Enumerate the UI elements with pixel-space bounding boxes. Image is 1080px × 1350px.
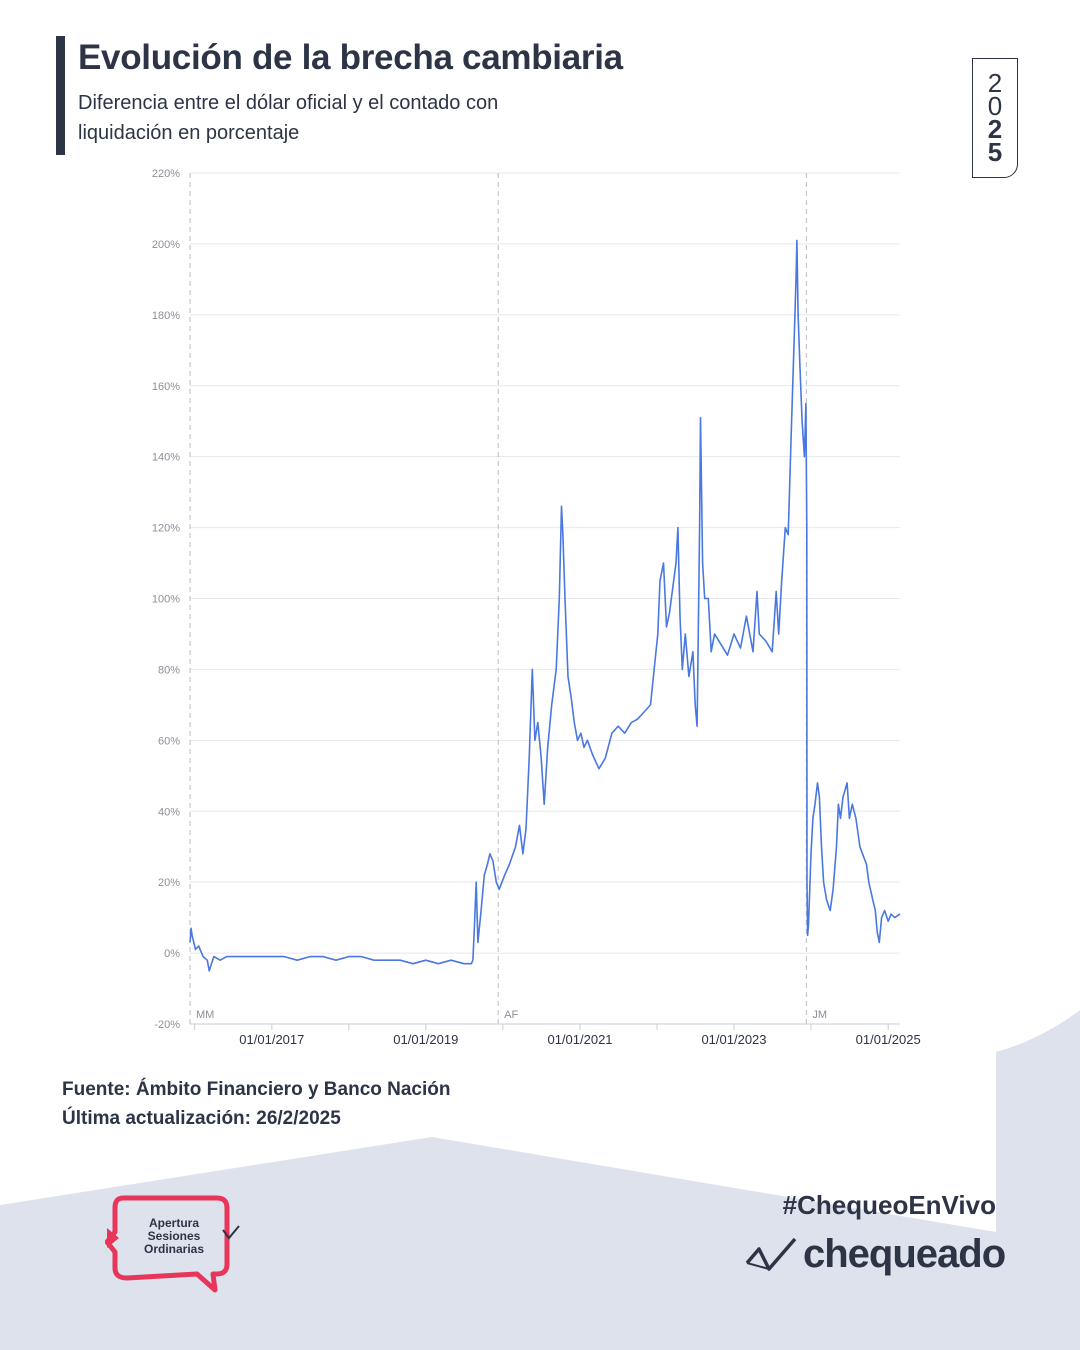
y-tick-label: 60% — [158, 735, 180, 747]
y-tick-label: 80% — [158, 664, 180, 676]
x-tick-label: 01/01/2023 — [701, 1032, 766, 1047]
y-tick-label: 40% — [158, 806, 180, 818]
x-tick-label: 01/01/2025 — [856, 1032, 921, 1047]
period-marker-label: MM — [196, 1009, 214, 1021]
y-tick-label: 160% — [152, 381, 180, 393]
series-line — [189, 239, 901, 972]
period-marker-label: JM — [812, 1009, 827, 1021]
year-digit-2: 0 — [987, 91, 1003, 121]
y-tick-label: 20% — [158, 877, 180, 889]
x-tick-label: 01/01/2019 — [393, 1032, 458, 1047]
chart-series — [189, 239, 901, 972]
chart-source: Fuente: Ámbito Financiero y Banco Nación… — [62, 1075, 451, 1133]
year-digit-1: 2 — [987, 68, 1003, 98]
chart-grid — [190, 172, 900, 1025]
x-tick-label: 01/01/2017 — [239, 1032, 304, 1047]
chart-axes: -20% 0% 20% 40% 60% 80% 100% 120% 140% 160% 180% 20… — [152, 168, 921, 1047]
year-digit-3: 2 — [987, 114, 1003, 144]
y-tick-label: 100% — [152, 594, 180, 606]
event-label: Apertura Sesiones Ordinarias — [122, 1217, 226, 1256]
y-tick-label: 180% — [152, 310, 180, 322]
y-tick-label: 120% — [152, 523, 180, 535]
page-title: Evolución de la brecha cambiaria — [78, 38, 623, 77]
event-logo — [105, 1195, 240, 1293]
hashtag: #ChequeoEnVivo — [782, 1190, 996, 1220]
year-badge: 2 0 2 5 — [972, 58, 1018, 178]
event-line-2: Sesiones — [147, 1229, 201, 1243]
period-marker-label: AF — [504, 1009, 518, 1021]
y-tick-label: 200% — [152, 239, 180, 251]
line-chart: MM AF JM -20% 0% 20% 40% 60% 80% 100% 120% 140% 160… — [152, 168, 921, 1047]
y-tick-label: -20% — [154, 1019, 180, 1031]
event-line-1: Apertura — [148, 1216, 199, 1230]
y-tick-label: 0% — [164, 948, 180, 960]
brand-check-icon — [745, 1237, 797, 1271]
year-digit-4: 5 — [987, 137, 1003, 167]
y-tick-label: 220% — [152, 168, 180, 180]
y-tick-label: 140% — [152, 452, 180, 464]
brand-name: chequeado — [803, 1232, 1006, 1276]
source-text: Fuente: Ámbito Financiero y Banco Nación — [62, 1079, 451, 1100]
page-subtitle: Diferencia entre el dólar oficial y el c… — [78, 92, 499, 144]
brand-logo: chequeado — [745, 1232, 1006, 1277]
event-line-3: Ordinarias — [143, 1242, 205, 1256]
update-text: Última actualización: 26/2/2025 — [62, 1108, 341, 1129]
background-band — [0, 1010, 1080, 1350]
x-tick-label: 01/01/2021 — [547, 1032, 612, 1047]
title-accent-bar — [56, 36, 65, 155]
